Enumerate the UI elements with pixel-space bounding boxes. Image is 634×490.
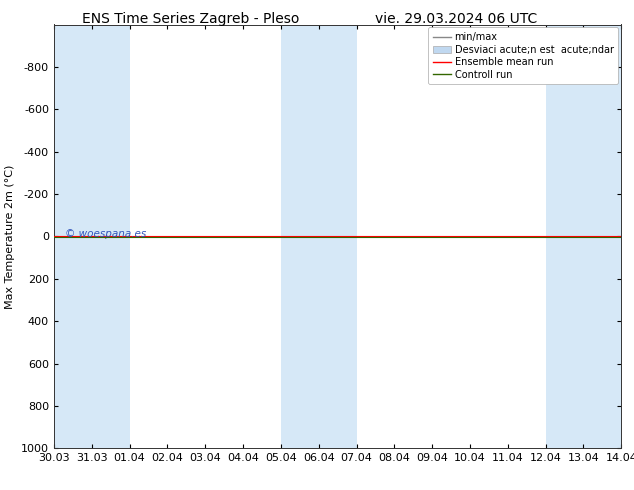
Y-axis label: Max Temperature 2m (°C): Max Temperature 2m (°C) <box>6 164 15 309</box>
Legend: min/max, Desviaci acute;n est  acute;ndar, Ensemble mean run, Controll run: min/max, Desviaci acute;n est acute;ndar… <box>429 27 618 84</box>
Text: © woespana.es: © woespana.es <box>65 229 146 239</box>
Bar <box>281 24 356 448</box>
Text: vie. 29.03.2024 06 UTC: vie. 29.03.2024 06 UTC <box>375 12 538 26</box>
Text: ENS Time Series Zagreb - Pleso: ENS Time Series Zagreb - Pleso <box>82 12 299 26</box>
Bar <box>54 24 129 448</box>
Bar <box>546 24 621 448</box>
